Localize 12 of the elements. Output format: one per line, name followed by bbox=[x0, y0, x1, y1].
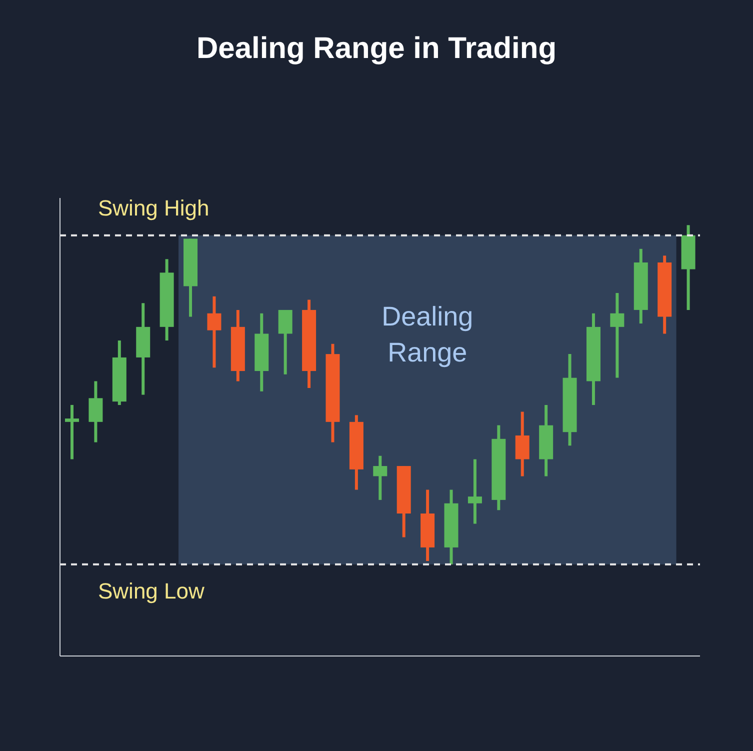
candlestick bbox=[88, 381, 103, 442]
ref-line-label: Swing High bbox=[98, 195, 210, 220]
candlestick bbox=[373, 456, 388, 500]
candlestick bbox=[278, 310, 292, 374]
band-label: Dealing Range bbox=[382, 301, 474, 368]
chart-title: Dealing Range in Trading bbox=[195, 31, 558, 67]
candlestick bbox=[65, 404, 79, 460]
candlestick bbox=[515, 412, 530, 476]
ref-line-label: Swing Low bbox=[98, 578, 205, 604]
candlestick bbox=[468, 459, 482, 524]
candlestick bbox=[610, 292, 624, 378]
candlestick bbox=[207, 296, 222, 368]
